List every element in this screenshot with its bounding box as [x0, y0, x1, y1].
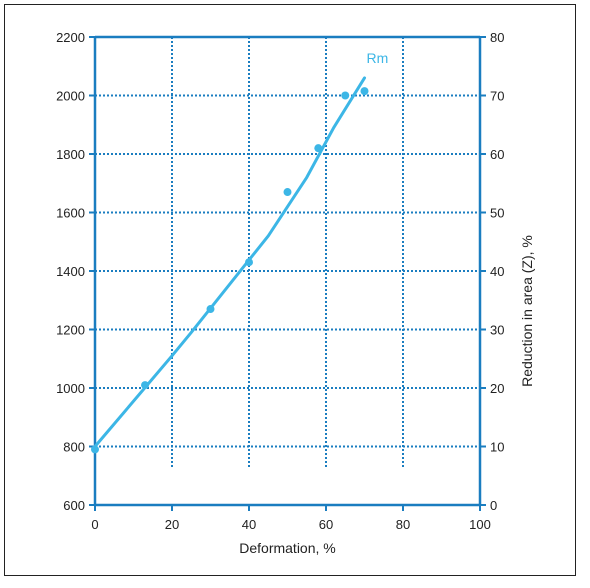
y2-tick-label: 40 [490, 264, 504, 279]
y2-tick-label: 80 [490, 30, 504, 45]
chart-frame [4, 4, 576, 576]
x-tick-label: 40 [242, 517, 256, 532]
y2-tick-label: 50 [490, 206, 504, 221]
y-tick-label: 2000 [56, 89, 85, 104]
x-tick-label: 60 [319, 517, 333, 532]
data-point-rm [283, 188, 292, 197]
y-tick-label: 1200 [56, 323, 85, 338]
data-point-rm [141, 381, 150, 390]
ticks-layer: 6008001000120014001600180020002200010203… [56, 30, 504, 532]
y2-tick-label: 30 [490, 323, 504, 338]
series-label-rm: Rm [367, 50, 389, 66]
y-tick-label: 600 [63, 498, 85, 513]
y2-tick-label: 60 [490, 147, 504, 162]
data-point-rm [314, 144, 323, 153]
y-tick-label: 2200 [56, 30, 85, 45]
y-tick-label: 1000 [56, 381, 85, 396]
y2-tick-label: 20 [490, 381, 504, 396]
y-tick-label: 800 [63, 440, 85, 455]
x-tick-label: 80 [396, 517, 410, 532]
y-tick-label: 1600 [56, 206, 85, 221]
x-tick-label: 0 [91, 517, 98, 532]
data-point-rm [245, 258, 253, 267]
grid-layer [95, 37, 480, 467]
x-tick-label: 20 [165, 517, 179, 532]
y-tick-label: 1800 [56, 147, 85, 162]
series-line-rm [93, 76, 366, 448]
y2-tick-label: 0 [490, 498, 497, 513]
data-point-rm [206, 305, 215, 314]
series-layer: Rm [91, 50, 389, 454]
y2-tick-label: 10 [490, 440, 504, 455]
y2-tick-label: 70 [490, 89, 504, 104]
data-point-rm [91, 445, 99, 454]
data-point-rm [341, 91, 350, 100]
x-tick-label: 100 [469, 517, 491, 532]
y-tick-label: 1400 [56, 264, 85, 279]
y2-axis-title: Reduction in area (Z), % [519, 235, 535, 387]
x-axis-title: Deformation, % [239, 540, 335, 556]
data-point-rm [360, 87, 369, 96]
